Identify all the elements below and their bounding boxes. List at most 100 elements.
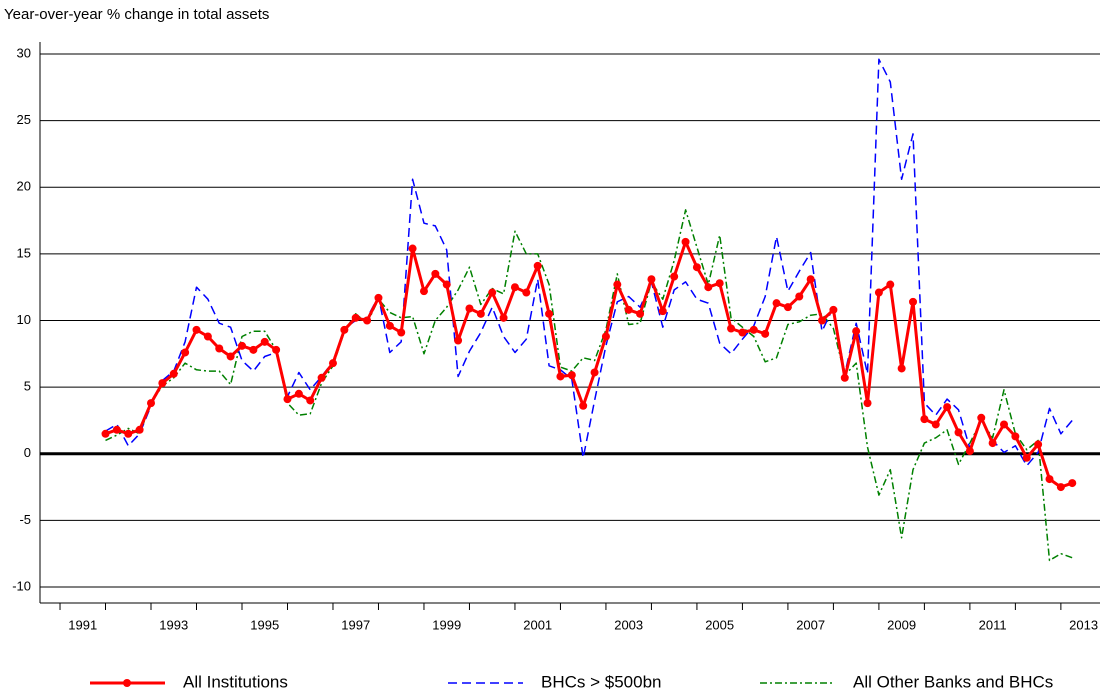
y-tick-label: 30 <box>17 45 31 60</box>
y-tick-label: 15 <box>17 245 31 260</box>
data-point <box>260 337 269 346</box>
data-point <box>670 272 679 281</box>
data-point <box>579 401 588 410</box>
series-line <box>105 240 1073 489</box>
x-tick-label: 1991 <box>68 617 97 632</box>
x-tick-label: 2003 <box>614 617 643 632</box>
x-tick-label: 2001 <box>523 617 552 632</box>
legend-text: BHCs > $500bn <box>541 672 662 691</box>
data-point <box>943 403 952 412</box>
data-point <box>658 307 667 316</box>
x-tick-label: 2009 <box>887 617 916 632</box>
data-point <box>590 368 599 377</box>
data-point <box>249 345 258 354</box>
data-point <box>533 261 542 270</box>
legend-text: All Institutions <box>183 672 288 691</box>
data-point <box>294 389 303 398</box>
data-point <box>920 415 929 424</box>
x-tick-label: 2011 <box>979 617 1007 632</box>
series-line <box>105 58 1073 467</box>
data-point <box>761 329 770 338</box>
data-point <box>306 396 315 405</box>
series-line <box>105 209 1073 562</box>
data-point <box>977 413 986 422</box>
data-point <box>783 303 792 312</box>
data-point <box>636 309 645 318</box>
data-point <box>385 321 394 330</box>
x-tick-label: 2013 <box>1069 617 1098 632</box>
data-point <box>465 304 474 313</box>
data-point <box>1034 440 1043 449</box>
data-point <box>829 305 838 314</box>
data-point <box>192 325 201 334</box>
y-tick-label: 5 <box>24 379 31 394</box>
data-point <box>1022 453 1031 462</box>
data-point <box>351 313 360 322</box>
data-point <box>124 429 133 438</box>
data-point <box>101 429 110 438</box>
x-tick-label: 1999 <box>432 617 461 632</box>
data-point <box>840 373 849 382</box>
data-point <box>852 327 861 336</box>
data-point <box>215 344 224 353</box>
data-point <box>454 336 463 345</box>
data-point <box>704 283 713 292</box>
data-point <box>419 287 428 296</box>
data-point <box>328 359 337 368</box>
data-point <box>909 297 918 306</box>
data-point <box>510 283 519 292</box>
data-point <box>363 316 372 325</box>
data-point <box>954 428 963 437</box>
data-point <box>567 371 576 380</box>
data-point <box>556 372 565 381</box>
y-tick-label: 0 <box>24 445 31 460</box>
x-tick-label: 1993 <box>159 617 188 632</box>
data-point <box>1045 475 1054 484</box>
data-point <box>863 399 872 408</box>
data-point <box>522 288 531 297</box>
data-point <box>203 332 212 341</box>
data-point <box>545 309 554 318</box>
data-point <box>374 293 383 302</box>
data-point <box>135 425 144 434</box>
data-point <box>601 332 610 341</box>
data-point <box>169 369 178 378</box>
x-tick-label: 2005 <box>705 617 734 632</box>
data-point <box>715 279 724 288</box>
y-tick-label: 20 <box>17 179 31 194</box>
data-point <box>237 341 246 350</box>
data-point <box>624 305 633 314</box>
y-tick-label: -5 <box>19 512 31 527</box>
y-tick-label: -10 <box>12 578 31 593</box>
x-tick-label: 1995 <box>250 617 279 632</box>
data-point <box>897 364 906 373</box>
data-point <box>158 379 167 388</box>
data-point <box>681 237 690 246</box>
data-point <box>181 348 190 357</box>
data-point <box>1056 483 1065 492</box>
data-point <box>442 280 451 289</box>
data-point <box>397 328 406 337</box>
data-point <box>1011 432 1020 441</box>
data-point <box>692 263 701 272</box>
data-point <box>499 313 508 322</box>
data-point <box>112 425 121 434</box>
data-point <box>749 325 758 334</box>
data-point <box>226 352 235 361</box>
data-point <box>340 325 349 334</box>
data-point <box>317 373 326 382</box>
legend-text: All Other Banks and BHCs <box>853 672 1053 691</box>
data-point <box>283 395 292 404</box>
data-point <box>488 288 497 297</box>
y-tick-label: 25 <box>17 112 31 127</box>
data-point <box>1000 420 1009 429</box>
y-tick-label: 10 <box>17 312 31 327</box>
data-point <box>272 345 281 354</box>
data-point <box>772 299 781 308</box>
data-point <box>147 399 156 408</box>
data-point <box>988 439 997 448</box>
legend-marker <box>123 679 131 687</box>
data-point <box>613 280 622 289</box>
data-point <box>818 316 827 325</box>
